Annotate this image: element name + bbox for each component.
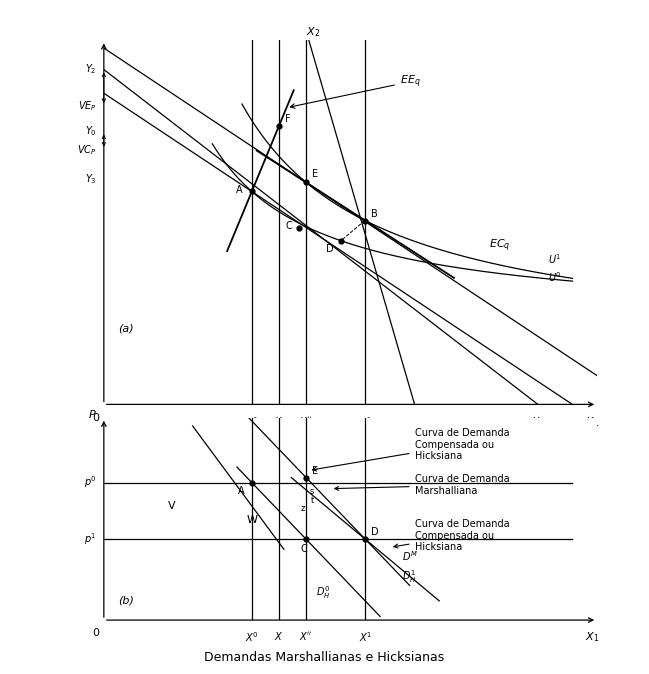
Text: D: D bbox=[326, 244, 333, 254]
Text: $Y_3$: $Y_3$ bbox=[85, 172, 97, 185]
Text: 0: 0 bbox=[92, 628, 99, 638]
Text: A: A bbox=[238, 485, 245, 495]
Text: $X^0$: $X^0$ bbox=[245, 630, 259, 644]
Text: E: E bbox=[312, 466, 318, 476]
Text: F: F bbox=[285, 114, 291, 124]
Text: $D^M$: $D^M$ bbox=[402, 549, 418, 563]
Text: $p^1$: $p^1$ bbox=[84, 531, 97, 547]
Text: C: C bbox=[300, 545, 307, 554]
Text: A: A bbox=[236, 185, 243, 195]
Text: D: D bbox=[371, 527, 379, 537]
Text: Curva de Demanda
Compensada ou
Hicksiana: Curva de Demanda Compensada ou Hicksiana bbox=[313, 428, 509, 471]
Text: B: B bbox=[371, 209, 378, 219]
Text: $U^1$: $U^1$ bbox=[548, 253, 561, 266]
Text: Curva de Demanda
Compensada ou
Hicksiana: Curva de Demanda Compensada ou Hicksiana bbox=[394, 519, 509, 552]
Text: $X^1$: $X^1$ bbox=[358, 415, 372, 429]
Text: Demandas Marshallianas e Hicksianas: Demandas Marshallianas e Hicksianas bbox=[204, 651, 445, 664]
Text: t: t bbox=[311, 496, 314, 505]
Text: $Y_1$: $Y_1$ bbox=[532, 415, 544, 429]
Text: $X$: $X$ bbox=[275, 415, 284, 427]
Text: $VC_P$: $VC_P$ bbox=[77, 143, 97, 156]
Text: $VE_P$: $VE_P$ bbox=[77, 99, 97, 113]
Text: $Y_2$: $Y_2$ bbox=[85, 63, 97, 76]
Text: W: W bbox=[247, 515, 258, 525]
Text: C: C bbox=[286, 221, 292, 231]
Text: V: V bbox=[168, 501, 176, 511]
Text: Curva de Demanda
Marshalliana: Curva de Demanda Marshalliana bbox=[335, 474, 509, 496]
Text: $X_1$: $X_1$ bbox=[585, 630, 599, 644]
Text: $EC_q$: $EC_q$ bbox=[489, 237, 510, 253]
Text: $EE_q$: $EE_q$ bbox=[290, 73, 421, 109]
Text: $X_2$: $X_2$ bbox=[306, 25, 321, 38]
Text: $P$: $P$ bbox=[88, 408, 97, 420]
Text: $U^0$: $U^0$ bbox=[548, 271, 561, 284]
Text: s: s bbox=[310, 487, 314, 495]
Text: $X^0$: $X^0$ bbox=[245, 415, 259, 429]
Text: $X''$: $X''$ bbox=[299, 630, 313, 642]
Text: $D_H^0$: $D_H^0$ bbox=[316, 584, 330, 601]
Text: z: z bbox=[300, 504, 305, 513]
Text: (a): (a) bbox=[119, 324, 134, 334]
Text: $p^0$: $p^0$ bbox=[84, 474, 97, 491]
Text: E: E bbox=[312, 169, 318, 179]
Text: $X''$: $X''$ bbox=[299, 415, 313, 427]
Text: $X_1$: $X_1$ bbox=[585, 415, 599, 429]
Text: $X$: $X$ bbox=[275, 630, 284, 642]
Text: 0: 0 bbox=[92, 413, 99, 423]
Text: $X^1$: $X^1$ bbox=[358, 630, 372, 644]
Text: $D_H^1$: $D_H^1$ bbox=[402, 568, 417, 584]
Text: $Y_0$: $Y_0$ bbox=[84, 125, 97, 138]
Text: (b): (b) bbox=[119, 596, 134, 606]
